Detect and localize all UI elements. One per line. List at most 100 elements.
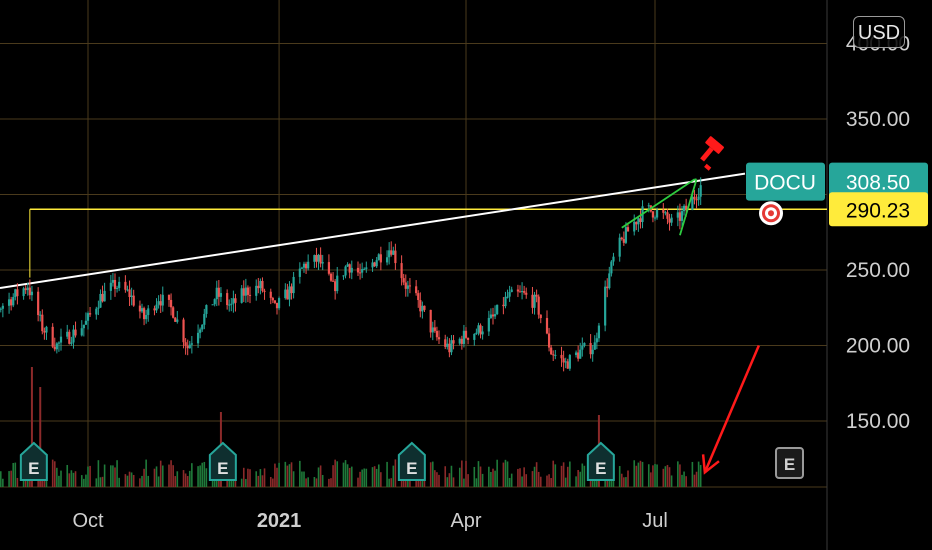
volume-bar — [56, 467, 58, 487]
candle-body — [277, 298, 281, 309]
candle-body — [196, 332, 200, 344]
volume-bar — [60, 470, 62, 487]
candle-body — [109, 282, 112, 291]
candle-body — [699, 185, 702, 197]
volume-bar — [361, 469, 363, 487]
volume-bar — [577, 469, 579, 487]
volume-bar — [481, 473, 484, 487]
candle-body — [199, 329, 202, 333]
candle-body — [232, 298, 235, 304]
candle-body — [302, 263, 306, 268]
candle-body — [516, 289, 520, 292]
gavel-icon — [700, 146, 714, 162]
volume-bar — [552, 460, 555, 487]
candle-body — [633, 221, 636, 232]
candle-body — [213, 299, 216, 305]
candle-body — [697, 196, 700, 200]
volume-bar — [569, 461, 571, 487]
current-price-label: 308.50 — [846, 172, 910, 195]
candle-body — [481, 331, 484, 335]
candle-body — [595, 338, 598, 343]
volume-bar — [66, 464, 69, 487]
currency-button[interactable]: USD — [853, 16, 905, 48]
volume-bar — [132, 474, 135, 487]
candle-body — [211, 304, 214, 306]
candle-body — [41, 314, 44, 332]
volume-bar — [168, 464, 170, 487]
volume-bar — [693, 474, 696, 487]
candle-body — [676, 212, 679, 218]
volume-bar — [53, 461, 56, 487]
candle-body — [346, 264, 349, 267]
candle-body — [115, 287, 119, 289]
candle-body — [304, 263, 308, 269]
volume-bar — [114, 467, 116, 487]
volume-bar — [650, 472, 652, 487]
volume-bar — [299, 460, 301, 487]
target-icon — [759, 201, 783, 226]
volume-bar — [670, 475, 673, 487]
candle-body — [508, 292, 511, 297]
volume-bar — [182, 470, 185, 487]
candle-body — [240, 288, 243, 303]
volume-bar — [85, 474, 87, 487]
target-icon — [768, 210, 774, 217]
candle-body — [24, 288, 27, 291]
candle-body — [402, 278, 405, 283]
candle-body — [639, 218, 642, 223]
symbol-label-bg — [746, 162, 825, 201]
volume-bar — [328, 478, 330, 487]
volume-bar — [583, 465, 586, 487]
volume-bar — [581, 463, 584, 487]
candle-body — [275, 302, 279, 309]
candle-body — [84, 320, 88, 325]
candle-body — [242, 288, 245, 296]
volume-bar — [58, 475, 60, 487]
candle-body — [668, 218, 671, 223]
volume-bar — [521, 476, 523, 487]
earnings-marker: E — [208, 441, 237, 481]
candle-body — [579, 349, 582, 359]
volume-bar — [332, 465, 334, 487]
volume-bar — [575, 476, 577, 487]
volume-bar — [446, 477, 449, 487]
candle-body — [167, 294, 171, 300]
y-tick-label: 250.00 — [846, 259, 910, 282]
volume-bar — [677, 461, 679, 487]
volume-bar — [691, 461, 694, 487]
candle-body — [379, 254, 382, 263]
gavel-icon — [705, 136, 724, 154]
time-axis: Oct 2021 Apr Jul — [72, 510, 667, 532]
volume-bar — [502, 462, 505, 487]
volume-bar — [130, 472, 133, 487]
candle-body — [612, 256, 615, 262]
candle-body — [504, 296, 507, 307]
overlay-drawings — [621, 136, 783, 475]
volume-bar — [95, 478, 98, 487]
candle-body — [59, 336, 63, 343]
candle-body — [7, 299, 11, 306]
volume-bar — [388, 478, 390, 487]
volume-bar — [330, 478, 332, 487]
volume-bar — [255, 471, 258, 487]
candle-body — [435, 330, 439, 338]
candle-body — [682, 205, 686, 212]
candle-body — [334, 281, 337, 292]
candle-body — [317, 254, 320, 262]
candle-body — [12, 297, 15, 306]
volume-bar — [29, 476, 31, 487]
volume-bar — [504, 459, 507, 487]
candle-body — [331, 280, 335, 282]
candle-body — [560, 354, 563, 359]
candle-body — [263, 290, 266, 292]
volume-bar — [245, 478, 247, 487]
volume-bar — [473, 466, 476, 487]
candle-body — [452, 340, 455, 344]
candle-body — [520, 291, 524, 293]
volume-bar — [350, 466, 353, 487]
candle-body — [319, 254, 322, 264]
volume-bar — [465, 460, 467, 487]
volume-bar — [635, 465, 638, 487]
volume-bar — [139, 478, 141, 487]
